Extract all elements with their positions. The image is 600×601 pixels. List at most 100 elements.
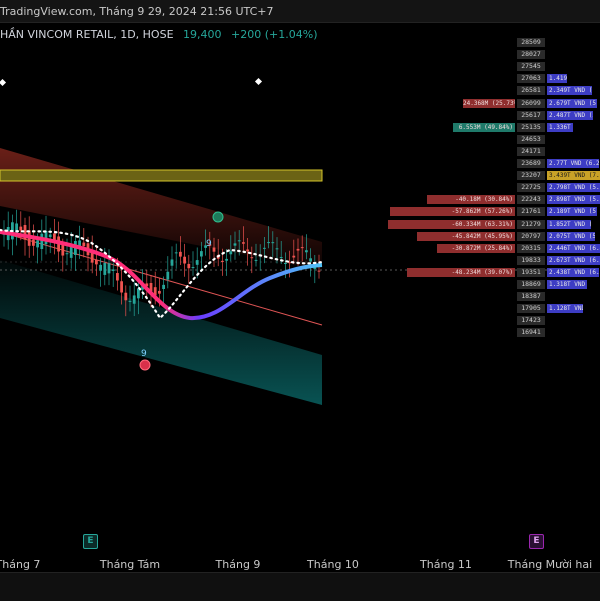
ladder-delta: -57.862M (57.26%) xyxy=(390,207,515,217)
candle-body xyxy=(44,230,48,245)
trailing-stop xyxy=(0,228,324,320)
time-axis-label: Tháng 10 xyxy=(307,558,359,571)
price-chart[interactable]: 9 9 xyxy=(0,22,600,570)
candle-body xyxy=(153,287,157,296)
ladder-delta: -48.234M (39.07%) xyxy=(407,267,515,277)
ladder-price: 23689 xyxy=(517,159,545,168)
ladder-price: 21761 xyxy=(517,207,545,217)
ladder-price: 19351 xyxy=(517,267,545,277)
header-title: TradingView.com, Tháng 9 29, 2024 21:56 … xyxy=(0,5,274,18)
candle-body xyxy=(95,259,98,265)
candle-body xyxy=(187,263,191,269)
candle-body xyxy=(99,264,102,271)
candle-body xyxy=(200,251,203,257)
candle-body xyxy=(237,240,241,242)
candle-body xyxy=(254,259,258,261)
candle-body xyxy=(300,247,304,249)
ladder-volume: 2.77T VND (6.2 xyxy=(547,159,599,168)
ladder-volume: 2.798T VND (5.7 xyxy=(547,183,600,193)
ladder-delta: -45.842M (45.95%) xyxy=(417,231,515,241)
candle-body xyxy=(263,247,266,249)
ladder-volume: 2.898T VND (5.9 xyxy=(547,195,600,205)
ladder-volume: 2.349T VND (4.7 xyxy=(547,86,592,96)
ladder-price: 20797 xyxy=(517,231,545,241)
ladder-volume: 2.679T VND (5.4 xyxy=(547,98,597,108)
lower-channel-band xyxy=(0,260,322,405)
ladder-delta: -40.18M (30.84%) xyxy=(427,195,515,205)
candle-body xyxy=(32,239,35,246)
candle-body xyxy=(145,283,149,287)
candle-body xyxy=(309,258,312,262)
time-axis-label: Tháng 7 xyxy=(0,558,41,571)
ladder-volume: 1.318T VND (4.3 xyxy=(547,280,587,289)
candle-body xyxy=(275,248,279,250)
ladder-volume: 1.852T VND (4.6 xyxy=(547,219,591,229)
candle-body xyxy=(90,250,94,263)
candle-body xyxy=(61,245,65,256)
ladder-price: 18387 xyxy=(517,292,545,302)
candle-body xyxy=(212,247,216,252)
ladder-price: 28027 xyxy=(517,50,545,60)
ladder-price: 27545 xyxy=(517,62,545,72)
trend-line xyxy=(0,231,323,326)
signal-label: 9 xyxy=(206,239,212,249)
symbol-legend[interactable]: HẦN VINCOM RETAIL, 1D, HOSE 19,400 +200 … xyxy=(0,28,317,41)
ladder-volume: 1.128T VND (4.35%) xyxy=(547,304,583,314)
candle-body xyxy=(317,270,321,272)
ladder-delta: -30.872M (25.84%) xyxy=(437,243,515,253)
candle-body xyxy=(111,269,115,272)
candle-body xyxy=(296,248,300,251)
candle-body xyxy=(204,245,207,248)
ladder-price: 28509 xyxy=(517,38,545,47)
ladder-price: 26581 xyxy=(517,86,545,96)
ladder-price: 18869 xyxy=(517,280,545,289)
resistance-zone xyxy=(0,169,323,182)
moving-average xyxy=(0,230,323,321)
earnings-badge[interactable]: E xyxy=(83,534,98,549)
time-axis[interactable]: Tháng 7 Tháng Tám Tháng 9 Tháng 10 Tháng… xyxy=(0,552,600,574)
header-bar: TradingView.com, Tháng 9 29, 2024 21:56 … xyxy=(0,0,600,23)
candle-body xyxy=(162,284,165,289)
ladder-volume: 2.189T VND (5.3 xyxy=(547,207,597,217)
ladder-delta: 24.368M (25.73%) xyxy=(463,98,515,108)
candle-body xyxy=(78,240,81,248)
candle-body xyxy=(288,262,291,264)
candle-body xyxy=(225,258,228,261)
ladder-price: 24653 xyxy=(517,134,545,144)
candle-body xyxy=(69,246,73,258)
candle-body xyxy=(267,242,270,244)
ladder-price: 25617 xyxy=(517,110,545,120)
candle-body xyxy=(179,251,182,257)
candle-body xyxy=(233,243,237,246)
candle-body xyxy=(170,259,174,266)
candle-body xyxy=(65,253,69,255)
candle-body xyxy=(107,263,111,274)
ladder-volume: 1.419T VND (1.79%) xyxy=(547,74,567,84)
candle-body xyxy=(183,256,186,264)
time-axis-label: Tháng Tám xyxy=(99,558,161,571)
ladder-price: 17423 xyxy=(517,316,545,326)
candle-body xyxy=(174,252,178,254)
ladder-price: 19833 xyxy=(517,255,545,265)
candle-body xyxy=(284,263,287,265)
symbol-change: +200 (+1.04%) xyxy=(231,28,318,41)
candle-body xyxy=(116,273,119,281)
candle-body xyxy=(82,242,86,247)
ladder-price: 23207 xyxy=(517,171,545,181)
candle-body xyxy=(313,266,317,270)
candle-body xyxy=(40,233,44,249)
ladder-volume: 2.673T VND (6.7 xyxy=(547,255,600,265)
candle-body xyxy=(191,267,195,269)
candle-body xyxy=(48,234,52,238)
candle-body xyxy=(128,300,132,302)
time-axis-label: Tháng 11 xyxy=(420,558,472,571)
ladder-price: 22243 xyxy=(517,195,545,205)
ladder-price: 27063 xyxy=(517,74,545,84)
candle-body xyxy=(229,251,233,255)
ladder-delta: 6.553M (49.84%) xyxy=(453,122,515,132)
candle-body xyxy=(195,260,199,265)
earnings-badge[interactable]: E xyxy=(529,534,544,549)
candle-body xyxy=(208,244,212,246)
candle-body xyxy=(124,292,128,301)
candle-body xyxy=(103,262,107,275)
